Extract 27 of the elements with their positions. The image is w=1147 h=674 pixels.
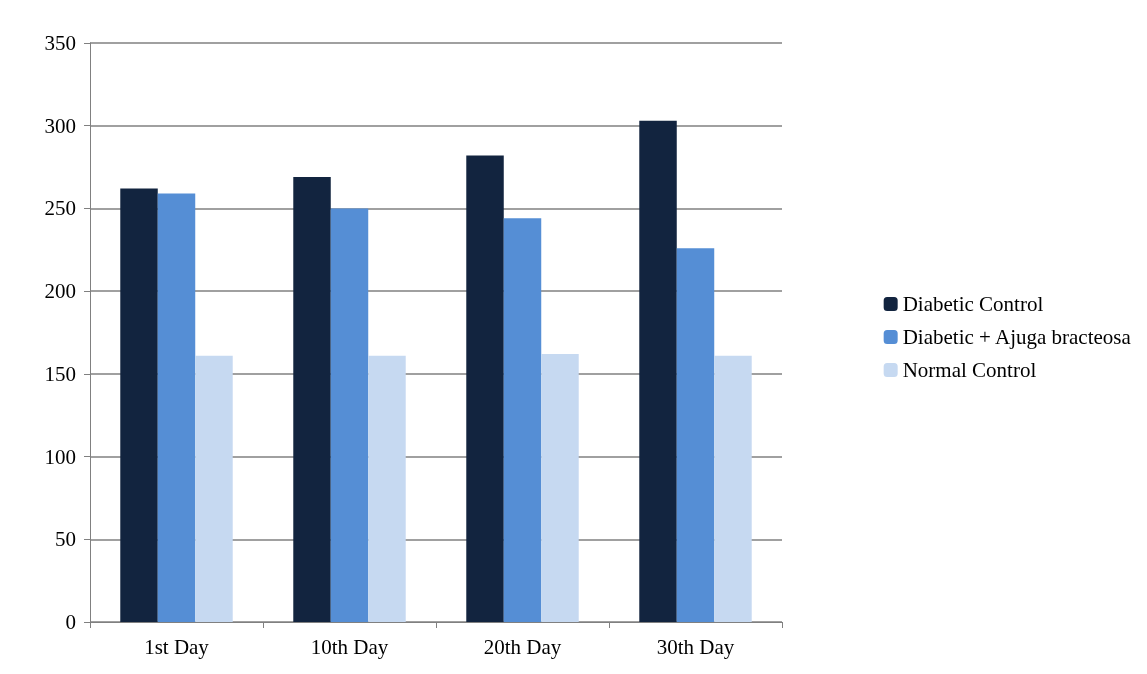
y-tick-label: 150: [44, 361, 76, 386]
legend-label: Normal Control: [902, 358, 1037, 382]
x-tick-label: 30th Day: [656, 634, 735, 659]
bar: [330, 208, 369, 622]
bar: [157, 193, 196, 622]
y-tick-label: 50: [55, 527, 76, 552]
bar: [714, 355, 752, 622]
bar: [503, 218, 542, 622]
bar: [120, 188, 158, 622]
bar: [541, 354, 579, 622]
bar: [466, 155, 504, 622]
bar: [676, 248, 715, 622]
bar: [368, 355, 406, 622]
x-tick-label: 20th Day: [483, 634, 562, 659]
y-tick-label: 200: [44, 279, 76, 304]
bar: [195, 355, 233, 622]
legend-label: Diabetic + Ajuga bracteosa: [902, 325, 1132, 349]
y-tick-label: 350: [44, 31, 76, 55]
y-tick-label: 300: [44, 113, 76, 138]
bar: [639, 120, 677, 622]
x-tick-label: 1st Day: [144, 634, 210, 659]
legend-label: Diabetic Control: [902, 292, 1044, 316]
x-tick-label: 10th Day: [310, 634, 389, 659]
y-tick-label: 0: [65, 610, 76, 634]
y-tick-label: 250: [44, 196, 76, 221]
y-tick-label: 100: [44, 444, 76, 469]
bar: [293, 177, 331, 622]
